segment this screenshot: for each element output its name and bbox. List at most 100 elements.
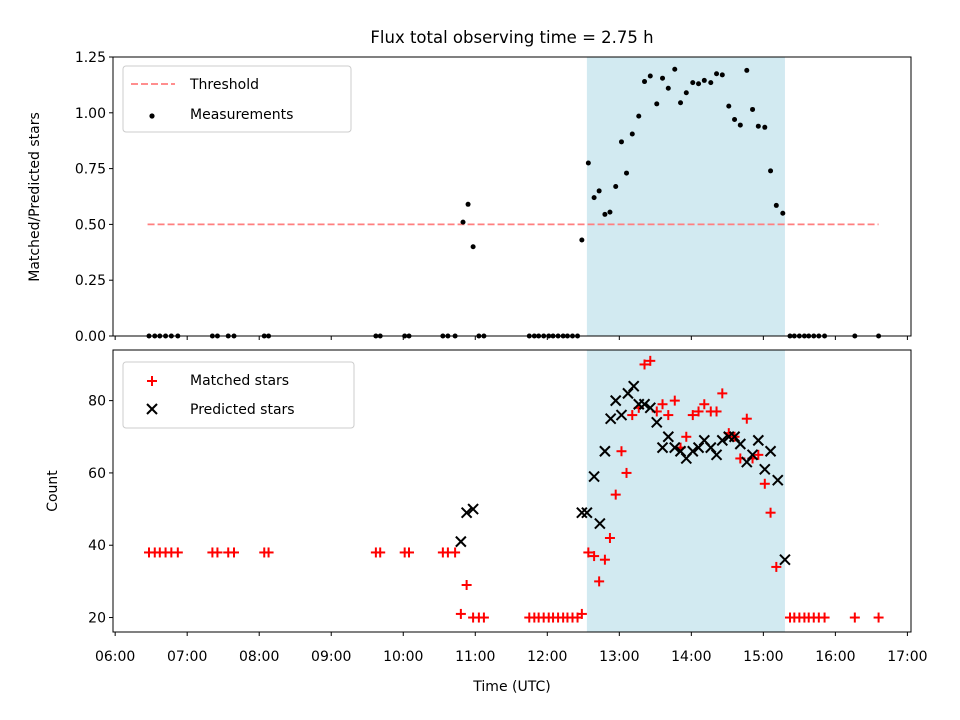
measurement-point	[719, 72, 725, 78]
measurement-point	[629, 131, 635, 137]
measurement-point	[732, 116, 738, 122]
measurement-point	[607, 209, 613, 215]
star-count-points	[144, 355, 884, 623]
matched-star-point	[616, 446, 627, 457]
predicted-star-point	[662, 431, 674, 443]
predicted-star-point	[467, 503, 479, 515]
x-tick-label: 14:00	[671, 649, 711, 665]
x-tick-label: 10:00	[383, 649, 423, 665]
measurement-point	[683, 90, 689, 96]
star-count-panel: 20 40 60 80 06:00 07:00 08:00 09:00 10:00 11:00 1…	[45, 349, 928, 695]
top-legend-box	[122, 65, 352, 133]
measurement-point	[755, 123, 761, 129]
measurement-point	[696, 81, 702, 87]
predicted-star-point	[687, 445, 699, 457]
predicted-star-point	[599, 445, 611, 457]
measurement-point	[678, 100, 684, 106]
measurement-point	[636, 113, 642, 119]
predicted-star-point	[615, 409, 628, 421]
matched-star-point	[657, 399, 668, 410]
matched-star-point	[589, 551, 600, 562]
top-y-tick-label: 0.00	[75, 329, 106, 345]
predicted-star-point	[759, 463, 771, 476]
predicted-star-point	[460, 506, 473, 519]
measurement-point	[773, 202, 779, 208]
matched-star-point	[604, 533, 615, 543]
predicted-stars-legend-label: Predicted stars	[190, 402, 295, 418]
top-x-tick-marks	[114, 336, 908, 340]
measurement-point	[613, 183, 619, 189]
matched-star-point	[450, 547, 461, 558]
top-axes-frame	[112, 56, 912, 337]
matched-star-point	[599, 554, 610, 565]
predicted-star-point	[764, 445, 777, 457]
x-tick-label: 16:00	[815, 649, 855, 665]
predicted-star-point	[728, 431, 741, 443]
measurement-point	[665, 85, 671, 91]
matched-star-point	[681, 431, 692, 442]
predicted-star-point	[628, 380, 640, 392]
matched-star-point	[212, 547, 223, 558]
predicted-star-point	[746, 449, 759, 461]
measurement-point	[591, 195, 597, 201]
measurement-point	[708, 80, 714, 86]
matched-star-point	[478, 612, 489, 623]
matched-stars-legend-swatch	[147, 376, 157, 386]
matched-star-point	[228, 547, 239, 558]
matched-star-point	[693, 406, 704, 417]
bottom-legend-box	[122, 361, 355, 429]
measurement-point	[579, 237, 585, 243]
predicted-star-point	[604, 412, 617, 425]
matched-star-point	[759, 478, 770, 489]
matched-star-point	[594, 576, 605, 587]
matched-star-point	[610, 489, 621, 500]
predicted-star-point	[710, 449, 723, 461]
measurement-point	[618, 139, 624, 145]
predicted-star-point	[651, 416, 663, 429]
matched-star-point	[576, 608, 587, 619]
threshold-legend-label: Threshold	[189, 77, 259, 93]
matched-star-point	[873, 612, 884, 623]
bottom-axes-frame	[112, 349, 912, 633]
measurement-point	[744, 67, 750, 73]
matched-star-point	[753, 449, 764, 460]
bottom-y-tick-label: 80	[88, 394, 106, 410]
matched-star-point	[375, 547, 386, 558]
matched-star-point	[849, 612, 860, 623]
predicted-star-point	[622, 387, 634, 400]
predicted-star-point	[772, 474, 784, 486]
measurement-point	[690, 80, 696, 86]
matched-star-point	[645, 355, 656, 366]
predicted-star-point	[455, 535, 467, 548]
matched-star-point	[699, 399, 710, 410]
matched-star-point	[404, 547, 415, 558]
flux-ratio-panel: 0.00 0.25 0.50 0.75 1.00 1.25 Matched/Predict…	[27, 50, 912, 345]
observing-window-shade-top	[586, 57, 785, 336]
x-axis-label: Time (UTC)	[472, 679, 550, 695]
predicted-star-point	[638, 398, 651, 410]
matched-star-point	[583, 547, 594, 558]
matched-star-point	[639, 359, 650, 370]
measurement-point	[750, 106, 756, 112]
matched-star-point	[172, 547, 183, 558]
measurement-point	[602, 211, 608, 217]
predicted-star-point	[741, 456, 753, 468]
x-tick-label: 07:00	[167, 649, 207, 665]
measurement-point	[460, 219, 466, 225]
x-tick-label: 13:00	[599, 649, 639, 665]
bottom-y-tick-label: 20	[88, 611, 106, 627]
chart-title: Flux total observing time = 2.75 h	[370, 28, 653, 47]
matched-star-point	[263, 547, 274, 558]
measurement-point	[647, 73, 653, 79]
measurement-point	[737, 122, 743, 128]
top-y-tick-label: 0.50	[75, 217, 106, 233]
bottom-y-axis: 20 40 60 80	[88, 394, 113, 627]
matched-star-point	[741, 413, 752, 424]
top-y-axis: 0.00 0.25 0.50 0.75 1.00 1.25	[75, 50, 113, 345]
matched-star-point	[717, 388, 728, 399]
predicted-star-point	[752, 434, 765, 447]
top-y-tick-label: 0.25	[75, 273, 106, 289]
predicted-star-point	[779, 553, 791, 566]
measurement-point	[642, 79, 648, 85]
